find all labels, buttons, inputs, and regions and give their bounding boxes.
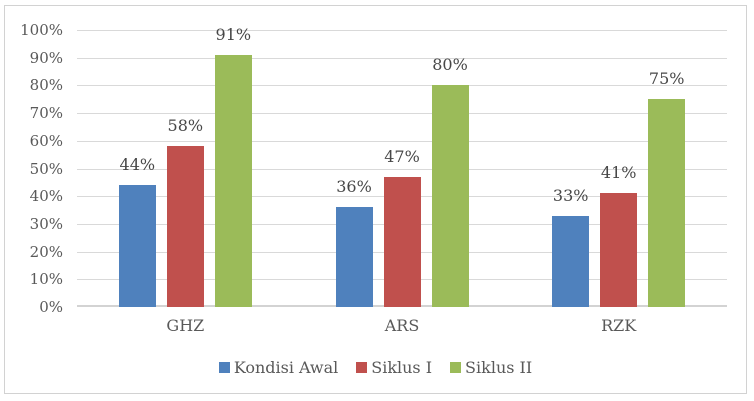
bar-group-rzk: 33% 41% 75% [510, 30, 727, 307]
bar-slot: 33% [552, 186, 590, 307]
plot-area: 44% 58% 91% 36% 47% 80% 33% 41% 75% [77, 25, 727, 307]
category-label-ars: ARS [384, 316, 420, 335]
bar-ghz-kondisi-awal [118, 185, 156, 307]
bar-slot: 44% [118, 155, 156, 307]
bar-slot: 36% [335, 177, 373, 307]
bar-ars-siklus-i [383, 176, 421, 307]
bar-slot: 75% [648, 69, 686, 307]
legend-item-siklus-i: Siklus I [356, 358, 432, 377]
category-label-ghz: GHZ [166, 316, 205, 335]
bar-group-ars: 36% 47% 80% [294, 30, 511, 307]
bar-ars-siklus-ii [431, 85, 469, 307]
bars: 44% 58% 91% 36% 47% 80% 33% 41% 75% [77, 25, 727, 307]
bar-group-ghz: 44% 58% 91% [77, 25, 294, 307]
gridline [77, 113, 727, 114]
data-label: 91% [215, 24, 252, 44]
gridline [77, 30, 727, 31]
data-label: 41% [600, 163, 637, 183]
legend-label: Siklus I [371, 358, 433, 377]
bar-slot: 58% [166, 116, 204, 307]
y-tick-label: 10% [29, 270, 63, 288]
legend-item-siklus-ii: Siklus II [450, 358, 532, 377]
legend-swatch-icon [450, 362, 462, 373]
bar-rzk-siklus-ii [648, 99, 686, 307]
x-axis: GHZ ARS RZK [77, 316, 727, 335]
data-label: 33% [552, 185, 589, 205]
legend-label: Siklus II [465, 358, 533, 377]
legend-label: Kondisi Awal [233, 358, 339, 377]
legend-swatch-icon [356, 362, 368, 373]
bar-slot: 80% [431, 55, 469, 307]
data-label: 58% [167, 116, 204, 136]
category-label-rzk: RZK [601, 316, 637, 335]
y-tick-label: 0% [39, 298, 63, 316]
legend-swatch-icon [218, 362, 230, 373]
y-tick-label: 60% [29, 132, 63, 150]
y-tick-label: 100% [20, 21, 63, 39]
y-tick-label: 90% [29, 49, 63, 67]
legend: Kondisi Awal Siklus I Siklus II [5, 358, 746, 377]
bar-slot: 91% [214, 25, 252, 307]
bar-rzk-siklus-i [600, 193, 638, 307]
bar-ghz-siklus-ii [214, 54, 252, 307]
legend-item-kondisi-awal: Kondisi Awal [218, 358, 339, 377]
y-tick-label: 30% [29, 215, 63, 233]
bar-slot: 41% [600, 163, 638, 307]
data-label: 75% [648, 69, 685, 89]
gridline [77, 141, 727, 142]
y-tick-label: 70% [29, 104, 63, 122]
y-tick-label: 40% [29, 187, 63, 205]
y-tick-label: 50% [29, 160, 63, 178]
y-axis: 100% 90% 80% 70% 60% 50% 40% 30% 20% 10% 0% [5, 21, 63, 316]
y-tick-label: 20% [29, 243, 63, 261]
bar-rzk-kondisi-awal [552, 215, 590, 307]
data-label: 80% [432, 55, 468, 75]
gridline [77, 169, 727, 170]
data-label: 36% [336, 177, 372, 197]
bar-ghz-siklus-i [166, 146, 204, 307]
y-tick-label: 80% [29, 76, 63, 94]
bar-slot: 47% [383, 147, 421, 307]
data-label: 44% [119, 155, 156, 175]
chart-frame: 100% 90% 80% 70% 60% 50% 40% 30% 20% 10% 0% 44% 58%… [4, 5, 747, 394]
gridline [77, 58, 727, 59]
gridline [77, 85, 727, 86]
bar-ars-kondisi-awal [335, 207, 373, 307]
data-label: 47% [384, 146, 420, 166]
